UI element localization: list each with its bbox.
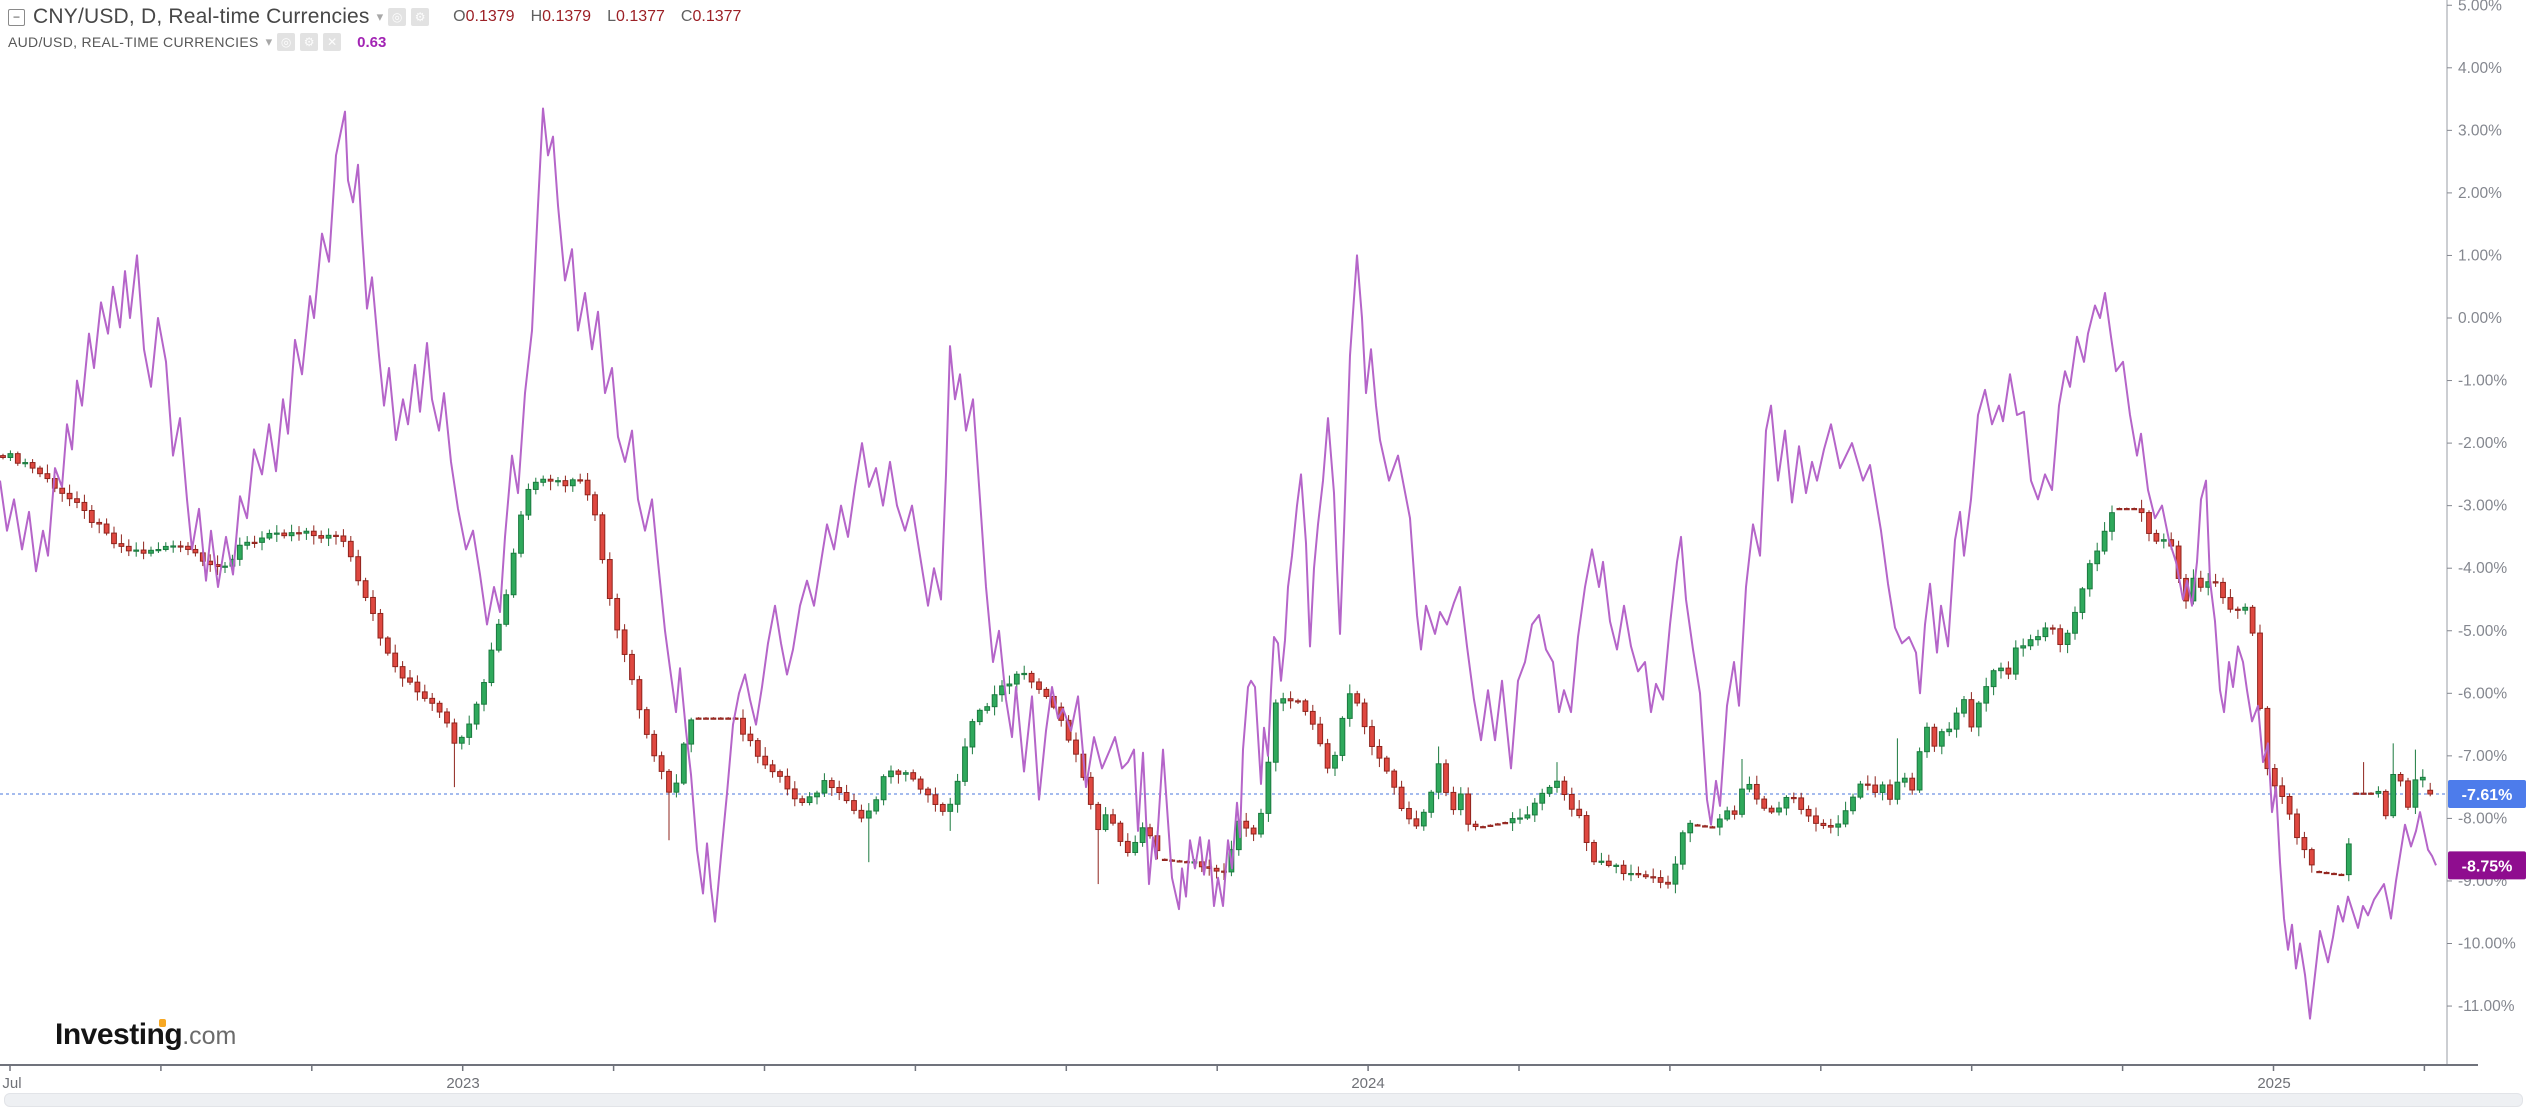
investing-logo: Investing.com <box>55 1018 236 1052</box>
svg-text:-10.00%: -10.00% <box>2458 936 2516 953</box>
svg-text:-2.00%: -2.00% <box>2458 435 2507 452</box>
logo-orange-dot <box>159 1019 166 1027</box>
svg-text:-11.00%: -11.00% <box>2458 998 2515 1015</box>
svg-text:2025: 2025 <box>2257 1075 2290 1092</box>
close-label: C <box>680 8 693 25</box>
overlay-line-series <box>0 107 2437 1020</box>
svg-text:2.00%: 2.00% <box>2458 185 2502 202</box>
overlay-last-value: 0.63 <box>357 33 387 51</box>
svg-text:-1.00%: -1.00% <box>2458 373 2507 390</box>
svg-text:2023: 2023 <box>446 1075 479 1092</box>
close-icon[interactable]: ✕ <box>323 33 342 51</box>
open-value: 0.1379 <box>465 8 515 25</box>
chevron-down-icon[interactable]: ▾ <box>376 9 384 24</box>
candlestick-series <box>0 450 2434 894</box>
svg-text:4.00%: 4.00% <box>2458 60 2502 77</box>
svg-text:-7.61%: -7.61% <box>2462 787 2513 804</box>
y-axis[interactable]: 5.00% 4.00% 3.00% 2.00% 1.00% 0.00% -1.00% -2.0… <box>2446 0 2516 1065</box>
svg-text:0.00%: 0.00% <box>2458 310 2502 327</box>
svg-text:-3.00%: -3.00% <box>2458 498 2507 515</box>
svg-text:3.00%: 3.00% <box>2458 122 2502 139</box>
svg-text:-6.00%: -6.00% <box>2458 685 2507 702</box>
high-label: H <box>530 8 543 25</box>
logo-tld-text: .com <box>182 1022 237 1050</box>
bottom-toolbar-strip[interactable] <box>4 1093 2523 1107</box>
eye-icon[interactable]: ◎ <box>388 8 407 26</box>
overlay-row[interactable]: AUD/USD, REAL-TIME CURRENCIES ▾ ◎ ⚙ ✕ 0.… <box>8 33 757 51</box>
svg-text:-5.00%: -5.00% <box>2458 623 2507 640</box>
svg-text:-4.00%: -4.00% <box>2458 560 2507 577</box>
svg-text:2024: 2024 <box>1351 1075 1384 1092</box>
svg-text:1.00%: 1.00% <box>2458 247 2502 264</box>
open-label: O <box>453 8 466 25</box>
x-axis[interactable]: Jul 2023 2024 2025 <box>0 1064 2478 1092</box>
chart-legend: − CNY/USD, D, Real-time Currencies ▾ ◎ ⚙… <box>8 5 757 51</box>
low-label: L <box>607 8 616 25</box>
price-badge-aud-usd: -8.75% <box>2448 851 2526 880</box>
settings-gear-icon[interactable]: ⚙ <box>411 8 430 26</box>
chevron-down-icon[interactable]: ▾ <box>265 34 273 49</box>
settings-gear-icon[interactable]: ⚙ <box>300 33 319 51</box>
svg-text:-8.75%: -8.75% <box>2462 858 2513 875</box>
collapse-icon[interactable]: − <box>8 8 25 26</box>
svg-text:Jul: Jul <box>2 1075 21 1092</box>
close-value: 0.1377 <box>692 8 742 25</box>
symbol-title[interactable]: CNY/USD, D, Real-time Currencies <box>33 5 370 28</box>
svg-text:-7.00%: -7.00% <box>2458 748 2507 765</box>
symbol-row[interactable]: − CNY/USD, D, Real-time Currencies ▾ ◎ ⚙… <box>8 5 757 29</box>
price-badge-cny-usd: -7.61% <box>2448 780 2526 809</box>
eye-icon[interactable]: ◎ <box>277 33 296 51</box>
overlay-title[interactable]: AUD/USD, REAL-TIME CURRENCIES <box>8 34 259 50</box>
high-value: 0.1379 <box>542 8 592 25</box>
svg-text:-8.00%: -8.00% <box>2458 810 2507 827</box>
low-value: 0.1377 <box>615 8 665 25</box>
svg-text:5.00%: 5.00% <box>2458 0 2502 14</box>
ohlc-values: O0.1379 H0.1379 L0.1377 C0.1377 <box>453 8 757 26</box>
